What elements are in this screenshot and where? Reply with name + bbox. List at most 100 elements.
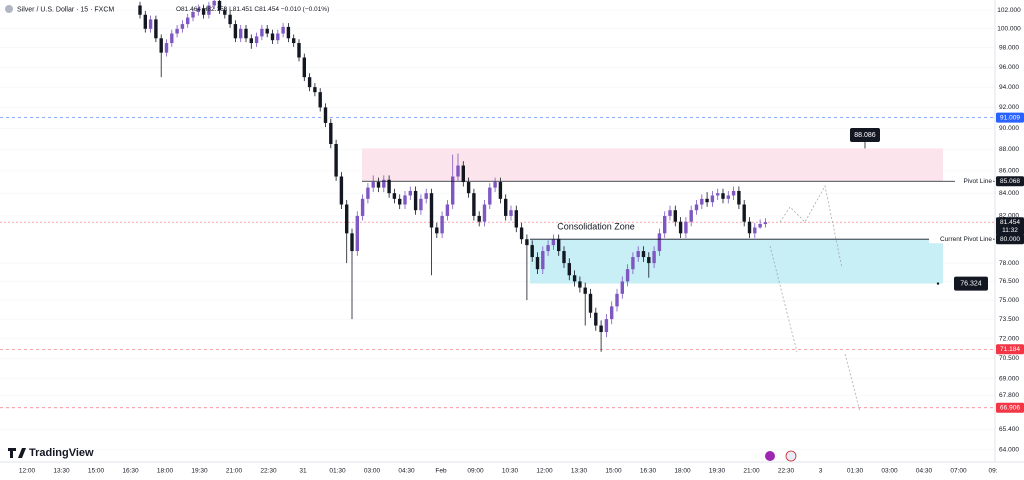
candle-body	[710, 195, 715, 203]
x-tick-label: 19:30	[709, 468, 726, 475]
candle-body	[753, 227, 757, 234]
x-tick-label: 16:30	[122, 468, 139, 475]
candle-body	[239, 28, 243, 39]
y-tick-label: 100.000	[997, 26, 1021, 33]
candle-body	[721, 193, 725, 199]
x-tick-label: 04:30	[916, 468, 933, 475]
x-tick-label: 09:	[988, 468, 997, 475]
candle-body	[546, 245, 550, 252]
x-tick-label: 09:00	[467, 468, 484, 475]
projection-path	[844, 353, 861, 413]
candle-body	[408, 190, 412, 196]
candle-body	[398, 198, 402, 205]
y-tick-label: 98.000	[999, 45, 1019, 52]
candle-body	[482, 204, 487, 222]
current-pivot-tag-bg	[996, 234, 1024, 245]
candles	[138, 0, 768, 352]
level-tag: 71.184	[1000, 346, 1020, 353]
candle-body	[451, 176, 455, 205]
y-tick-label: 72.000	[999, 335, 1019, 342]
y-tick-label: 75.000	[999, 297, 1019, 304]
candle-body	[668, 210, 672, 216]
candle-body	[419, 198, 423, 211]
candle-body	[217, 0, 222, 11]
candle-body	[207, 5, 211, 15]
candle-body	[525, 239, 529, 246]
candle-body	[138, 5, 142, 15]
candle-body	[445, 204, 450, 216]
candle-body	[461, 165, 465, 183]
candle-body	[276, 33, 280, 41]
y-tick-label: 96.000	[999, 64, 1019, 71]
candle-body	[297, 43, 301, 58]
y-tick-label: 102.000	[997, 7, 1021, 14]
x-tick-label: Feb	[435, 468, 447, 475]
y-tick-label: 65.400	[999, 426, 1019, 433]
symbol-icon	[5, 5, 13, 13]
x-tick-label: 15:00	[605, 468, 622, 475]
y-tick-label: 76.500	[999, 278, 1019, 285]
projection-path	[779, 185, 843, 269]
candle-body	[265, 28, 269, 34]
pivot-tag-bg	[996, 176, 1024, 187]
candle-body	[366, 187, 370, 199]
candle-body	[572, 275, 577, 282]
ohlc-readout: O81.464 H82.158 L81.451 C81.454 −0.010 (…	[176, 6, 329, 13]
y-tick-label: 70.500	[999, 355, 1019, 362]
candle-body	[345, 204, 349, 234]
candle-body	[737, 190, 741, 205]
candle-body	[323, 107, 328, 123]
y-tick-label: 94.000	[999, 84, 1019, 91]
candle-body	[429, 193, 434, 228]
candle-body	[599, 325, 603, 333]
brand-name: TradingView	[29, 447, 94, 459]
candle-body	[376, 182, 381, 188]
candle-body	[530, 245, 534, 258]
candle-body	[170, 33, 174, 44]
x-tick-label: 07:00	[950, 468, 967, 475]
candle-body	[270, 33, 275, 41]
candle-body	[551, 239, 556, 246]
level-tag: 66.906	[1000, 404, 1020, 411]
event-icon	[765, 451, 775, 461]
x-tick-label: 22:30	[260, 468, 277, 475]
candle-body	[578, 281, 582, 288]
candle-body	[477, 215, 481, 222]
x-tick-label: 03:00	[881, 468, 898, 475]
candle-body	[292, 38, 296, 44]
candle-body	[689, 210, 693, 222]
candle-body	[673, 210, 677, 222]
candle-body	[747, 221, 752, 234]
candle-body	[286, 26, 291, 39]
y-tick-label: 88.000	[999, 146, 1019, 153]
candle-body	[493, 182, 497, 188]
candle-body	[159, 38, 163, 53]
x-tick-label: 3	[819, 468, 823, 475]
current-pivot-label: Current Pivot Line	[940, 236, 992, 243]
y-tick-label: 90.000	[999, 125, 1019, 132]
y-tick-label: 92.000	[999, 104, 1019, 111]
candle-body	[302, 57, 306, 78]
candle-body	[594, 312, 598, 326]
candle-body	[535, 257, 540, 270]
candle-body	[705, 198, 709, 203]
consolidation-zone	[362, 148, 943, 182]
y-tick-label: 78.000	[999, 260, 1019, 267]
candle-body	[233, 24, 238, 39]
target-high-bg	[850, 128, 880, 142]
candle-body	[186, 17, 190, 25]
y-tick-label: 82.000	[999, 213, 1019, 220]
candle-body	[164, 43, 169, 53]
candle-body	[456, 165, 460, 177]
y-tick-label: 73.500	[999, 316, 1019, 323]
candle-body	[281, 26, 285, 34]
candle-body	[625, 269, 630, 282]
pivot-label-bg	[955, 177, 993, 186]
candle-body	[610, 306, 614, 320]
candle-body	[249, 38, 253, 44]
target-low-point	[936, 282, 940, 285]
level-tag-bg	[996, 402, 1024, 413]
candle-body	[488, 187, 492, 205]
overlay: 102.000 100.000 98.000 96.000 94.000 92.000 90…	[19, 7, 1024, 475]
target-high-label: 88.086	[854, 132, 876, 139]
